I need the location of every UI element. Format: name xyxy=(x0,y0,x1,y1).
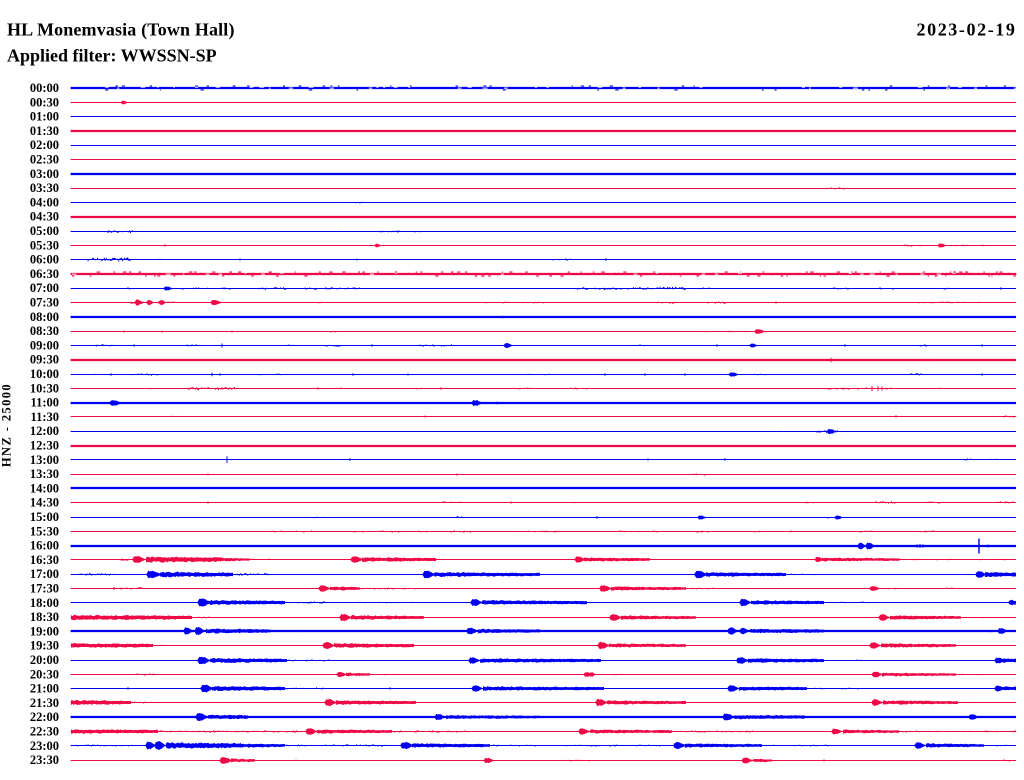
svg-text:02:00: 02:00 xyxy=(30,138,59,152)
svg-text:01:00: 01:00 xyxy=(30,110,59,124)
svg-text:22:00: 22:00 xyxy=(30,710,59,724)
svg-text:08:30: 08:30 xyxy=(30,324,59,338)
svg-text:16:00: 16:00 xyxy=(30,539,59,553)
svg-text:07:00: 07:00 xyxy=(30,281,59,295)
svg-text:20:30: 20:30 xyxy=(30,667,59,681)
svg-text:08:00: 08:00 xyxy=(30,310,59,324)
svg-text:HL Monemvasia (Town Hall): HL Monemvasia (Town Hall) xyxy=(7,20,235,41)
svg-text:02:30: 02:30 xyxy=(30,153,59,167)
svg-text:09:00: 09:00 xyxy=(30,338,59,352)
svg-text:00:00: 00:00 xyxy=(30,81,59,95)
svg-text:18:30: 18:30 xyxy=(30,610,59,624)
svg-text:07:30: 07:30 xyxy=(30,296,59,310)
svg-text:05:00: 05:00 xyxy=(30,224,59,238)
svg-text:15:00: 15:00 xyxy=(30,510,59,524)
svg-text:09:30: 09:30 xyxy=(30,353,59,367)
svg-text:2023-02-19: 2023-02-19 xyxy=(917,20,1017,40)
svg-text:21:30: 21:30 xyxy=(30,696,59,710)
svg-text:20:00: 20:00 xyxy=(30,653,59,667)
svg-text:18:00: 18:00 xyxy=(30,596,59,610)
svg-text:13:00: 13:00 xyxy=(30,453,59,467)
svg-text:16:30: 16:30 xyxy=(30,553,59,567)
svg-text:23:30: 23:30 xyxy=(30,753,59,767)
svg-text:17:30: 17:30 xyxy=(30,582,59,596)
svg-text:12:00: 12:00 xyxy=(30,424,59,438)
svg-text:10:30: 10:30 xyxy=(30,381,59,395)
svg-text:00:30: 00:30 xyxy=(30,95,59,109)
svg-text:06:30: 06:30 xyxy=(30,267,59,281)
svg-text:01:30: 01:30 xyxy=(30,124,59,138)
svg-text:19:00: 19:00 xyxy=(30,624,59,638)
svg-text:23:00: 23:00 xyxy=(30,739,59,753)
svg-text:21:00: 21:00 xyxy=(30,682,59,696)
svg-text:11:00: 11:00 xyxy=(31,396,59,410)
svg-text:10:00: 10:00 xyxy=(30,367,59,381)
svg-text:15:30: 15:30 xyxy=(30,524,59,538)
svg-text:03:00: 03:00 xyxy=(30,167,59,181)
svg-text:04:30: 04:30 xyxy=(30,210,59,224)
svg-text:22:30: 22:30 xyxy=(30,725,59,739)
svg-text:HNZ - 25000: HNZ - 25000 xyxy=(0,383,14,467)
svg-text:14:30: 14:30 xyxy=(30,496,59,510)
svg-text:05:30: 05:30 xyxy=(30,238,59,252)
svg-text:03:30: 03:30 xyxy=(30,181,59,195)
svg-text:19:30: 19:30 xyxy=(30,639,59,653)
svg-text:14:00: 14:00 xyxy=(30,481,59,495)
svg-text:06:00: 06:00 xyxy=(30,253,59,267)
svg-text:13:30: 13:30 xyxy=(30,467,59,481)
svg-text:17:00: 17:00 xyxy=(30,567,59,581)
svg-text:11:30: 11:30 xyxy=(31,410,59,424)
svg-text:Applied filter: WWSSN-SP: Applied filter: WWSSN-SP xyxy=(7,46,217,66)
svg-text:04:00: 04:00 xyxy=(30,195,59,209)
svg-text:12:30: 12:30 xyxy=(30,439,59,453)
